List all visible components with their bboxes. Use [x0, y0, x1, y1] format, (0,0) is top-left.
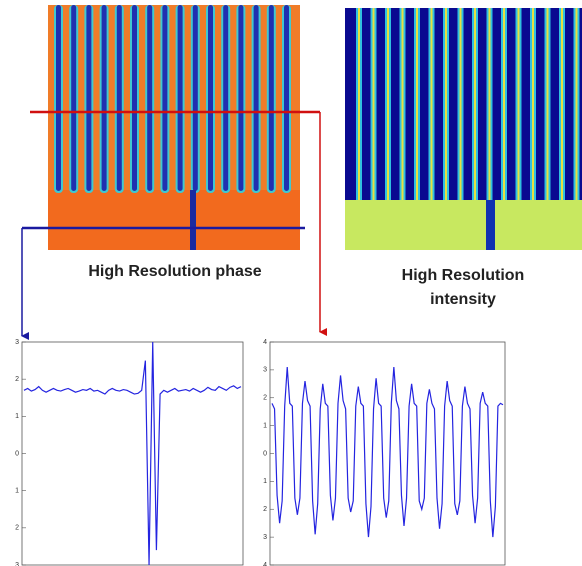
- finger: [86, 5, 92, 191]
- gap-core: [517, 8, 520, 200]
- gap-core: [575, 8, 578, 200]
- y-tick-label: 0: [263, 450, 267, 457]
- y-tick-label: 3: [15, 339, 19, 346]
- gap-core: [372, 8, 375, 200]
- caption: High Resolution: [402, 267, 525, 284]
- intensity-image: [345, 8, 582, 250]
- caption: intensity: [430, 291, 496, 308]
- finger: [177, 5, 183, 191]
- gap-core: [546, 8, 549, 200]
- y-tick-label: 1: [263, 478, 267, 485]
- finger: [238, 5, 244, 191]
- series-line: [23, 341, 242, 566]
- finger: [116, 5, 122, 191]
- y-tick-label: 0: [15, 450, 19, 457]
- bar: [190, 190, 196, 250]
- gap-core: [358, 8, 360, 200]
- gap-core: [459, 8, 462, 200]
- y-tick-label: 3: [263, 367, 267, 374]
- y-tick-label: 2: [15, 376, 19, 383]
- phase-image: [48, 5, 300, 250]
- series-line: [271, 367, 504, 538]
- plot-frame: [21, 341, 244, 566]
- finger: [132, 5, 137, 191]
- finger: [223, 5, 229, 191]
- finger: [71, 5, 77, 191]
- gap-core: [445, 8, 447, 200]
- y-tick-label: 3: [15, 562, 19, 566]
- gap-core: [532, 8, 534, 200]
- finger: [56, 5, 61, 191]
- y-tick-label: 4: [263, 339, 267, 346]
- finger: [162, 5, 168, 191]
- gap-core: [474, 8, 476, 200]
- gap-core: [401, 8, 404, 200]
- gap-core: [561, 8, 563, 200]
- y-tick-label: 1: [15, 413, 19, 420]
- y-tick-label: 2: [263, 506, 267, 513]
- y-tick-label: 1: [263, 422, 267, 429]
- finger: [268, 5, 274, 191]
- gap-core: [387, 8, 389, 200]
- finger: [284, 5, 289, 191]
- finger: [101, 5, 107, 191]
- bar: [486, 200, 495, 250]
- gap-core: [430, 8, 433, 200]
- y-tick-label: 3: [263, 534, 267, 541]
- finger: [208, 5, 213, 191]
- y-tick-label: 2: [15, 525, 19, 532]
- gap-core: [503, 8, 505, 200]
- y-tick-label: 4: [263, 562, 267, 566]
- caption: High Resolution phase: [88, 263, 261, 280]
- finger: [192, 5, 198, 191]
- finger: [253, 5, 259, 191]
- finger: [147, 5, 153, 191]
- y-tick-label: 2: [263, 395, 267, 402]
- plot-frame: [269, 341, 506, 566]
- y-tick-label: 1: [15, 488, 19, 495]
- gap-core: [416, 8, 418, 200]
- gap-core: [488, 8, 491, 200]
